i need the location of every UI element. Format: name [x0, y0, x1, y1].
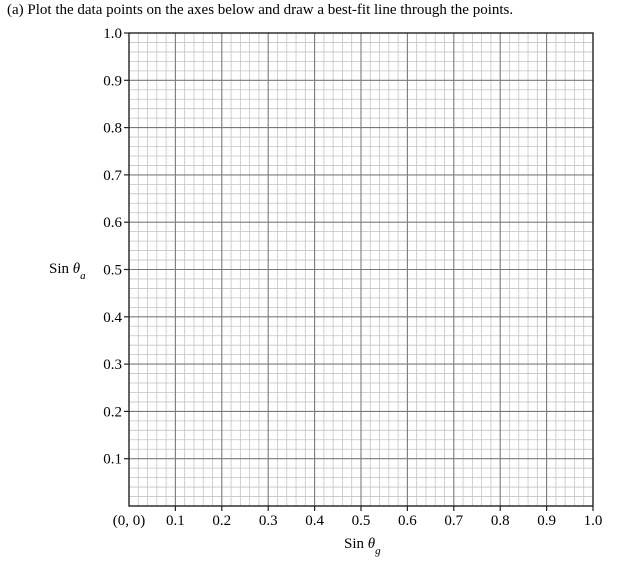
- x-tick-label: 0.3: [259, 513, 278, 529]
- y-tick-label: 0.9: [103, 73, 122, 89]
- y-tick-label: 0.6: [103, 215, 122, 231]
- y-tick-label: 1.0: [103, 26, 122, 42]
- y-tick-label: 0.1: [103, 452, 122, 468]
- y-axis-label-symbol: θ: [72, 261, 81, 277]
- x-axis-label: Sin θg: [344, 536, 381, 557]
- y-axis-label-prefix: Sin: [49, 261, 73, 277]
- x-tick-label: 0.8: [491, 513, 510, 529]
- x-tick-label: 0.2: [212, 513, 231, 529]
- tick-labels: 0.1 0.2 0.3 0.4 0.5 0.6 0.7 0.8 0.9 1.0 (0, 0) 0.1 0…: [103, 26, 602, 529]
- ticks: [124, 32, 594, 511]
- major-grid: [129, 33, 593, 506]
- instruction-text: (a) Plot the data points on the axes bel…: [7, 2, 514, 18]
- x-tick-label: 0.6: [398, 513, 417, 529]
- y-tick-label: 0.7: [103, 168, 122, 184]
- x-axis-label-prefix: Sin: [344, 536, 368, 552]
- x-tick-label: 0.4: [305, 513, 324, 529]
- x-tick-label: 0.5: [352, 513, 371, 529]
- x-tick-label: 1.0: [584, 513, 603, 529]
- x-tick-label: 0.7: [444, 513, 463, 529]
- y-tick-label: 0.4: [103, 310, 122, 326]
- origin-label: (0, 0): [113, 513, 146, 529]
- y-tick-label: 0.3: [103, 357, 122, 373]
- y-axis-label: Sin θa: [49, 261, 86, 282]
- x-axis-label-symbol: θ: [367, 536, 376, 552]
- y-tick-label: 0.2: [103, 404, 122, 420]
- y-tick-label: 0.8: [103, 121, 122, 137]
- y-axis-label-subscript: a: [80, 270, 86, 282]
- y-tick-label: 0.5: [103, 263, 122, 279]
- x-tick-label: 0.9: [537, 513, 556, 529]
- x-axis-label-subscript: g: [375, 545, 381, 557]
- x-tick-label: 0.1: [166, 513, 185, 529]
